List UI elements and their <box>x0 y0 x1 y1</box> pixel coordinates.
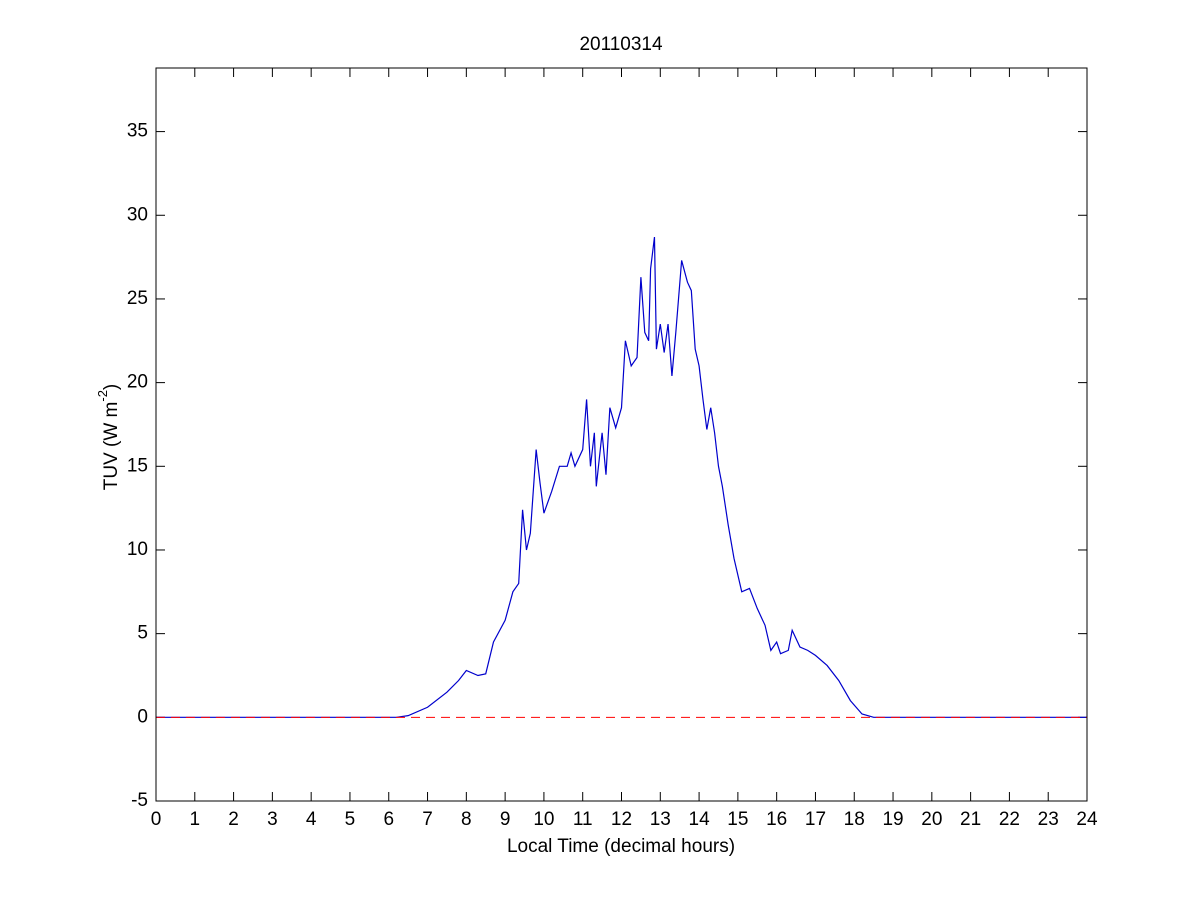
x-tick-label: 9 <box>500 809 511 830</box>
x-tick-label: 5 <box>345 809 356 830</box>
plot-frame <box>155 67 1088 802</box>
x-tick-label: 10 <box>533 809 554 830</box>
x-tick-label: 22 <box>999 809 1020 830</box>
x-tick-label: 13 <box>650 809 671 830</box>
x-tick-label: 11 <box>573 809 593 830</box>
x-tick-label: 6 <box>383 809 394 830</box>
y-tick-label: -5 <box>131 790 148 811</box>
data-line <box>156 236 1087 718</box>
x-tick-label: 15 <box>727 809 748 830</box>
x-axis-label: Local Time (decimal hours) <box>507 836 735 857</box>
x-tick-label: 23 <box>1038 809 1059 830</box>
x-tick-label: 4 <box>306 809 317 830</box>
x-tick-label: 8 <box>461 809 472 830</box>
x-tick-label: 3 <box>267 809 278 830</box>
x-tick-label: 24 <box>1076 809 1098 830</box>
y-tick-label: 0 <box>137 706 148 727</box>
x-tick-label: 0 <box>151 809 162 830</box>
x-tick-label: 7 <box>422 809 433 830</box>
y-axis-label-text: TUV (W m <box>101 402 122 491</box>
x-tick-label: 18 <box>844 809 865 830</box>
y-tick-label: 25 <box>127 288 148 309</box>
y-tick-label: 10 <box>127 539 148 560</box>
y-tick-label: 5 <box>137 623 148 644</box>
x-tick-label: 17 <box>805 809 826 830</box>
x-tick-label: 14 <box>689 809 711 830</box>
y-tick-label: 30 <box>127 204 148 225</box>
x-tick-label: 19 <box>882 809 903 830</box>
x-tick-label: 20 <box>921 809 942 830</box>
chart-title: 20110314 <box>579 34 663 55</box>
plot-area <box>156 68 1087 801</box>
x-tick-label: 21 <box>960 809 981 830</box>
y-axis-label-suffix: ) <box>101 384 122 390</box>
x-tick-label: 1 <box>190 809 201 830</box>
y-tick-label: 35 <box>127 121 148 142</box>
x-tick-label: 16 <box>766 809 787 830</box>
y-tick-label: 15 <box>127 455 148 476</box>
x-tick-label: 2 <box>228 809 239 830</box>
y-axis-label: TUV (W m-2) <box>95 384 122 491</box>
y-tick-label: 20 <box>127 372 148 393</box>
x-tick-label: 12 <box>611 809 632 830</box>
y-axis-label-superscript: -2 <box>95 390 110 402</box>
